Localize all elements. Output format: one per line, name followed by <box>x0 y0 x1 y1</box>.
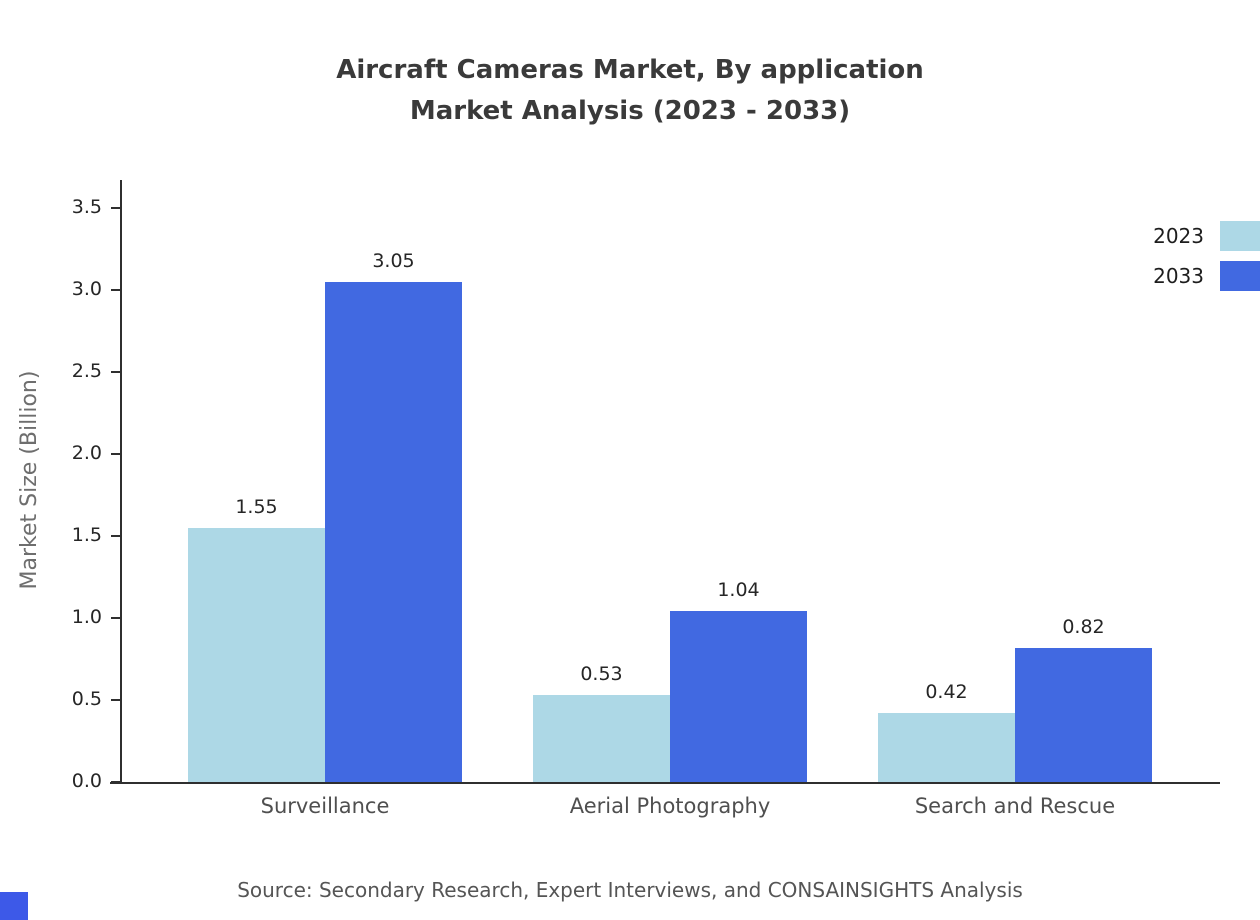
category-label: Surveillance <box>260 794 390 818</box>
bar-2033-search-and-rescue <box>1015 647 1152 782</box>
y-tick <box>111 535 120 537</box>
y-tick-label: 1.0 <box>71 606 102 628</box>
y-tick-label: 2.5 <box>71 360 102 382</box>
y-tick <box>111 289 120 291</box>
value-label: 0.42 <box>925 681 968 704</box>
source-note: Source: Secondary Research, Expert Inter… <box>237 878 1023 902</box>
value-label: 0.53 <box>580 663 623 686</box>
y-tick-label: 0.5 <box>71 688 102 710</box>
y-axis <box>120 180 122 784</box>
value-label: 0.82 <box>1062 615 1105 638</box>
bar-2033-aerial-photography <box>670 611 807 782</box>
x-axis <box>110 782 1220 784</box>
legend-swatch-2033 <box>1220 261 1260 291</box>
bar-2023-aerial-photography <box>533 695 670 782</box>
legend-row: 2033 <box>1153 256 1260 296</box>
value-label: 1.04 <box>717 579 760 602</box>
y-tick <box>111 699 120 701</box>
y-tick <box>111 453 120 455</box>
chart-title-line1: Aircraft Cameras Market, By application <box>336 55 924 85</box>
y-tick-label: 3.5 <box>71 196 102 218</box>
value-label: 1.55 <box>235 495 278 518</box>
y-tick <box>111 207 120 209</box>
y-tick <box>111 371 120 373</box>
bar-2033-surveillance <box>325 281 462 782</box>
legend-label-2033: 2033 <box>1153 264 1204 288</box>
category-label: Aerial Photography <box>569 794 771 818</box>
legend-label-2023: 2023 <box>1153 224 1204 248</box>
category-label: Search and Rescue <box>914 794 1116 818</box>
y-tick-label: 0.0 <box>71 770 102 792</box>
value-label: 3.05 <box>372 249 415 272</box>
chart-title-line2: Market Analysis (2023 - 2033) <box>409 96 851 126</box>
logo-mark <box>0 892 28 920</box>
chart-title: Aircraft Cameras Market, By application … <box>0 50 1260 132</box>
y-tick <box>111 617 120 619</box>
bar-2023-search-and-rescue <box>878 713 1015 782</box>
y-tick <box>111 781 120 783</box>
legend-swatch-2023 <box>1220 221 1260 251</box>
legend-row: 2023 <box>1153 216 1260 256</box>
y-tick-label: 3.0 <box>71 278 102 300</box>
y-tick-label: 1.5 <box>71 524 102 546</box>
bar-2023-surveillance <box>188 527 325 782</box>
legend: 2023 2033 <box>1153 216 1260 296</box>
y-tick-label: 2.0 <box>71 442 102 464</box>
